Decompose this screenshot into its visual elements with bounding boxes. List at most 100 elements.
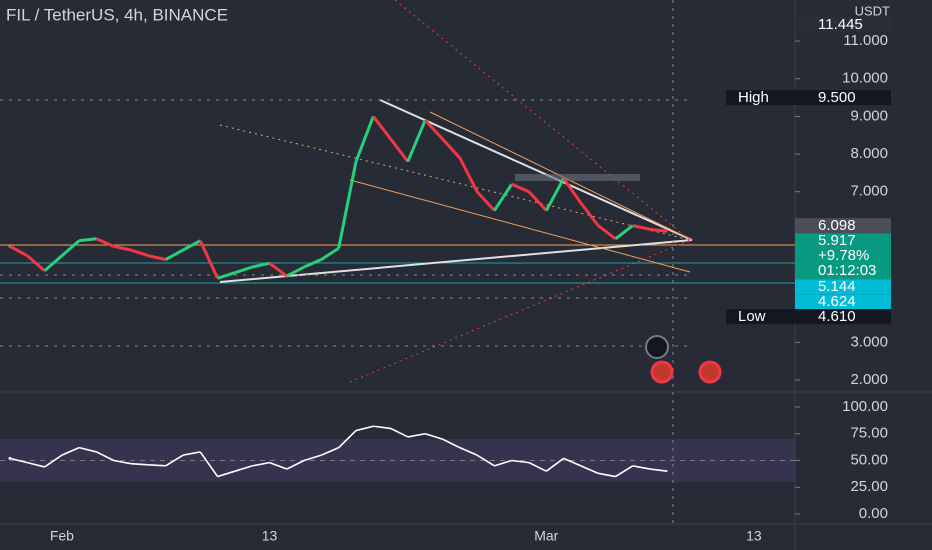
y-tick-label: 10.000 xyxy=(842,70,888,87)
segment xyxy=(198,240,219,279)
segment xyxy=(148,254,167,261)
price-label: 9.500 xyxy=(818,89,856,106)
segment xyxy=(61,446,80,456)
x-tick-label: 13 xyxy=(262,528,278,544)
segment xyxy=(182,239,202,252)
event-icons xyxy=(645,335,722,384)
price-label-box xyxy=(795,16,891,32)
y-tick-label: 8.000 xyxy=(850,145,888,162)
price-label-box xyxy=(795,233,891,280)
segment xyxy=(493,183,513,212)
y-tick-label: 7.000 xyxy=(850,183,888,200)
segment xyxy=(494,459,512,467)
trendline xyxy=(379,99,693,241)
price-label-box xyxy=(795,90,891,106)
drawings xyxy=(0,0,795,524)
segment xyxy=(580,465,599,475)
segment xyxy=(544,177,565,212)
segment xyxy=(406,119,427,163)
segment xyxy=(79,446,97,453)
segment xyxy=(390,427,409,438)
segment xyxy=(234,465,253,472)
x-tick-label: 13 xyxy=(746,528,762,544)
segment xyxy=(148,463,166,467)
y-tick-label: 25.00 xyxy=(850,478,888,495)
segment xyxy=(320,246,340,261)
x-tick-label: Feb xyxy=(50,528,74,544)
segment xyxy=(373,425,391,430)
y-tick-label: 3.000 xyxy=(850,333,888,350)
price-label-name-box xyxy=(726,309,795,325)
segment xyxy=(131,462,149,466)
price-label-name: High xyxy=(738,89,769,106)
price-label-box xyxy=(795,279,891,295)
segment xyxy=(649,227,668,233)
segment xyxy=(579,202,600,227)
price-label-box xyxy=(795,309,891,325)
rsi-band xyxy=(0,439,795,482)
segment xyxy=(442,438,461,449)
segment xyxy=(441,137,461,159)
segment xyxy=(615,465,634,478)
segment xyxy=(9,245,29,258)
segment xyxy=(475,190,496,212)
y-tick-label: 50.00 xyxy=(850,451,888,468)
segment xyxy=(113,459,132,465)
countdown: 01:12:03 xyxy=(818,262,876,279)
segment xyxy=(511,182,530,194)
segment xyxy=(632,224,651,231)
segment xyxy=(598,472,616,478)
segment xyxy=(95,237,115,248)
segment xyxy=(562,177,583,204)
segment xyxy=(165,454,184,467)
icon xyxy=(645,335,669,359)
segment xyxy=(528,461,547,472)
y-tick-label: 75.00 xyxy=(850,425,888,442)
segment xyxy=(303,258,322,269)
segment xyxy=(476,454,495,467)
chart-title: FIL / TetherUS, 4h, BINANCE xyxy=(6,5,228,24)
segment xyxy=(632,465,651,470)
price-label: 4.610 xyxy=(818,308,856,325)
segment xyxy=(459,446,478,456)
segment xyxy=(44,454,63,468)
segment xyxy=(354,115,375,163)
segment xyxy=(130,248,149,258)
trendline xyxy=(219,124,691,241)
segment xyxy=(286,265,305,278)
segment xyxy=(26,254,46,272)
segment xyxy=(424,432,443,440)
segment xyxy=(252,461,270,467)
price-label-name-box xyxy=(726,90,795,106)
segment xyxy=(234,265,253,275)
segment xyxy=(113,244,132,252)
segment xyxy=(268,262,288,278)
segment xyxy=(199,451,219,478)
segment xyxy=(563,457,582,467)
price-label: 4.624 xyxy=(818,293,856,310)
x-tick-label: Mar xyxy=(534,528,558,544)
segment xyxy=(424,119,444,141)
segment xyxy=(60,239,81,257)
icon xyxy=(698,360,722,384)
segment xyxy=(372,115,392,140)
segment xyxy=(269,461,288,470)
y-tick-label: 2.000 xyxy=(850,371,888,388)
segment xyxy=(96,451,115,462)
segment xyxy=(286,459,305,470)
segment xyxy=(355,425,374,432)
y-tick-label: 100.00 xyxy=(842,398,888,415)
trendline xyxy=(349,179,691,273)
segment xyxy=(217,271,236,280)
segment xyxy=(337,161,358,249)
segment xyxy=(9,457,28,464)
price-label-box xyxy=(795,218,891,234)
price-label-box xyxy=(795,294,891,310)
segment xyxy=(164,248,184,261)
icon xyxy=(650,360,674,384)
segment xyxy=(43,254,63,272)
unit-label: USDT xyxy=(855,3,890,18)
trendline xyxy=(349,239,691,383)
segment xyxy=(597,224,617,240)
price-label-name: Low xyxy=(738,308,766,325)
